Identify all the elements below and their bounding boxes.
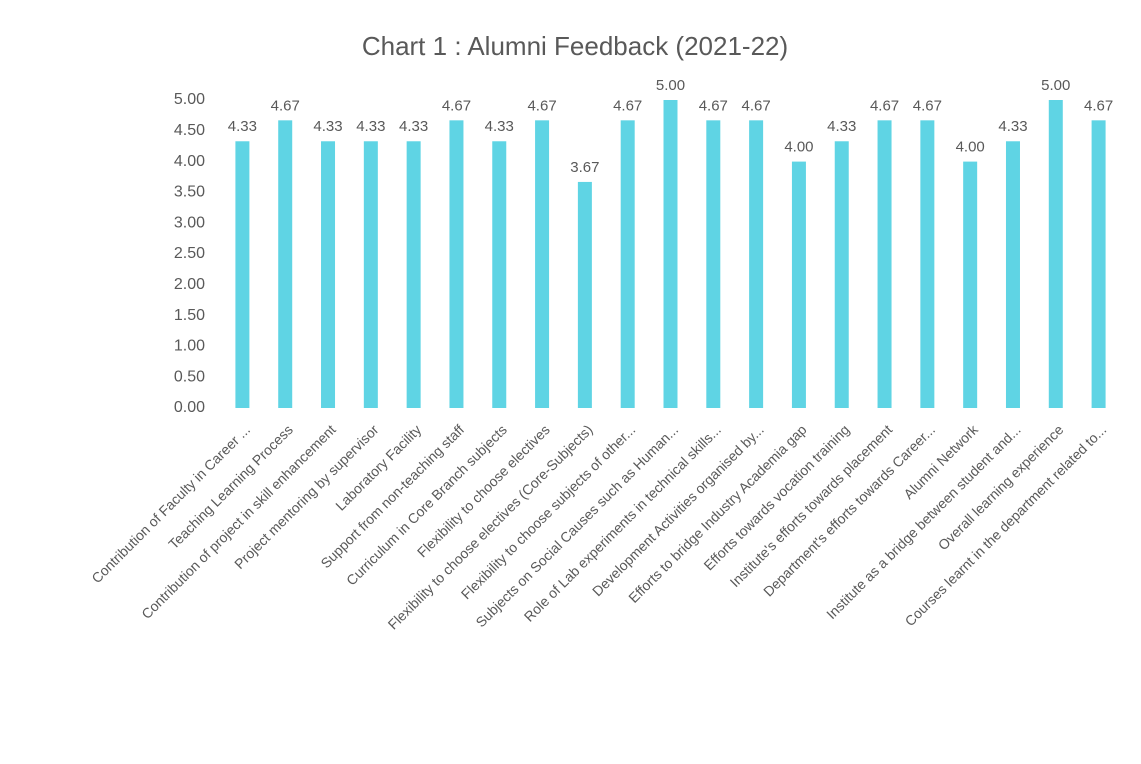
bar <box>406 141 421 408</box>
y-tick-label: 2.00 <box>174 276 205 293</box>
bar <box>321 141 336 408</box>
data-label: 4.67 <box>271 97 300 114</box>
y-tick-label: 2.50 <box>174 245 205 262</box>
data-label: 4.00 <box>956 139 985 156</box>
data-label: 4.67 <box>527 97 556 114</box>
data-label: 4.33 <box>228 118 257 135</box>
bar <box>363 141 378 408</box>
y-tick-label: 1.50 <box>174 307 205 324</box>
bar <box>620 120 635 408</box>
data-label: 4.33 <box>399 118 428 135</box>
data-label: 4.33 <box>827 118 856 135</box>
data-label: 4.33 <box>313 118 342 135</box>
y-tick-label: 0.00 <box>174 399 205 416</box>
data-label: 4.00 <box>784 139 813 156</box>
data-label: 4.67 <box>913 97 942 114</box>
chart-title: Chart 1 : Alumni Feedback (2021-22) <box>362 31 788 61</box>
bar <box>877 120 892 408</box>
y-tick-label: 4.00 <box>174 153 205 170</box>
y-tick-label: 0.50 <box>174 368 205 385</box>
data-label: 5.00 <box>656 77 685 94</box>
bar <box>577 181 592 408</box>
bar <box>834 141 849 408</box>
bar <box>963 161 978 408</box>
data-label: 4.33 <box>356 118 385 135</box>
y-tick-label: 4.50 <box>174 122 205 139</box>
data-label: 4.67 <box>699 97 728 114</box>
data-label: 4.33 <box>998 118 1027 135</box>
data-label: 4.67 <box>870 97 899 114</box>
bar <box>278 120 293 408</box>
bar <box>920 120 935 408</box>
bar <box>535 120 550 408</box>
bar <box>706 120 721 408</box>
bar <box>663 100 678 408</box>
y-tick-label: 3.00 <box>174 214 205 231</box>
data-label: 4.67 <box>1084 97 1113 114</box>
x-tick-label: Alumni Network <box>900 421 981 502</box>
y-tick-label: 3.50 <box>174 184 205 201</box>
bar <box>791 161 806 408</box>
bar <box>235 141 250 408</box>
bar <box>449 120 464 408</box>
data-label: 4.67 <box>442 97 471 114</box>
data-label: 4.67 <box>742 97 771 114</box>
bar <box>749 120 764 408</box>
x-tick-label: Role of Lab experiments in technical ski… <box>521 421 724 624</box>
bar <box>492 141 507 408</box>
x-tick-label: Courses learnt in the department related… <box>902 421 1110 629</box>
bar <box>1005 141 1020 408</box>
data-label: 4.33 <box>485 118 514 135</box>
x-tick-label: Contribution of project in skill enhance… <box>138 421 339 622</box>
data-label: 3.67 <box>570 159 599 176</box>
data-label: 5.00 <box>1041 77 1070 94</box>
data-label: 4.67 <box>613 97 642 114</box>
bar <box>1091 120 1106 408</box>
y-tick-label: 1.00 <box>174 338 205 355</box>
bar <box>1048 100 1063 408</box>
y-tick-label: 5.00 <box>174 91 205 108</box>
x-tick-label: Contribution of Faculty in Career ... <box>88 421 253 586</box>
